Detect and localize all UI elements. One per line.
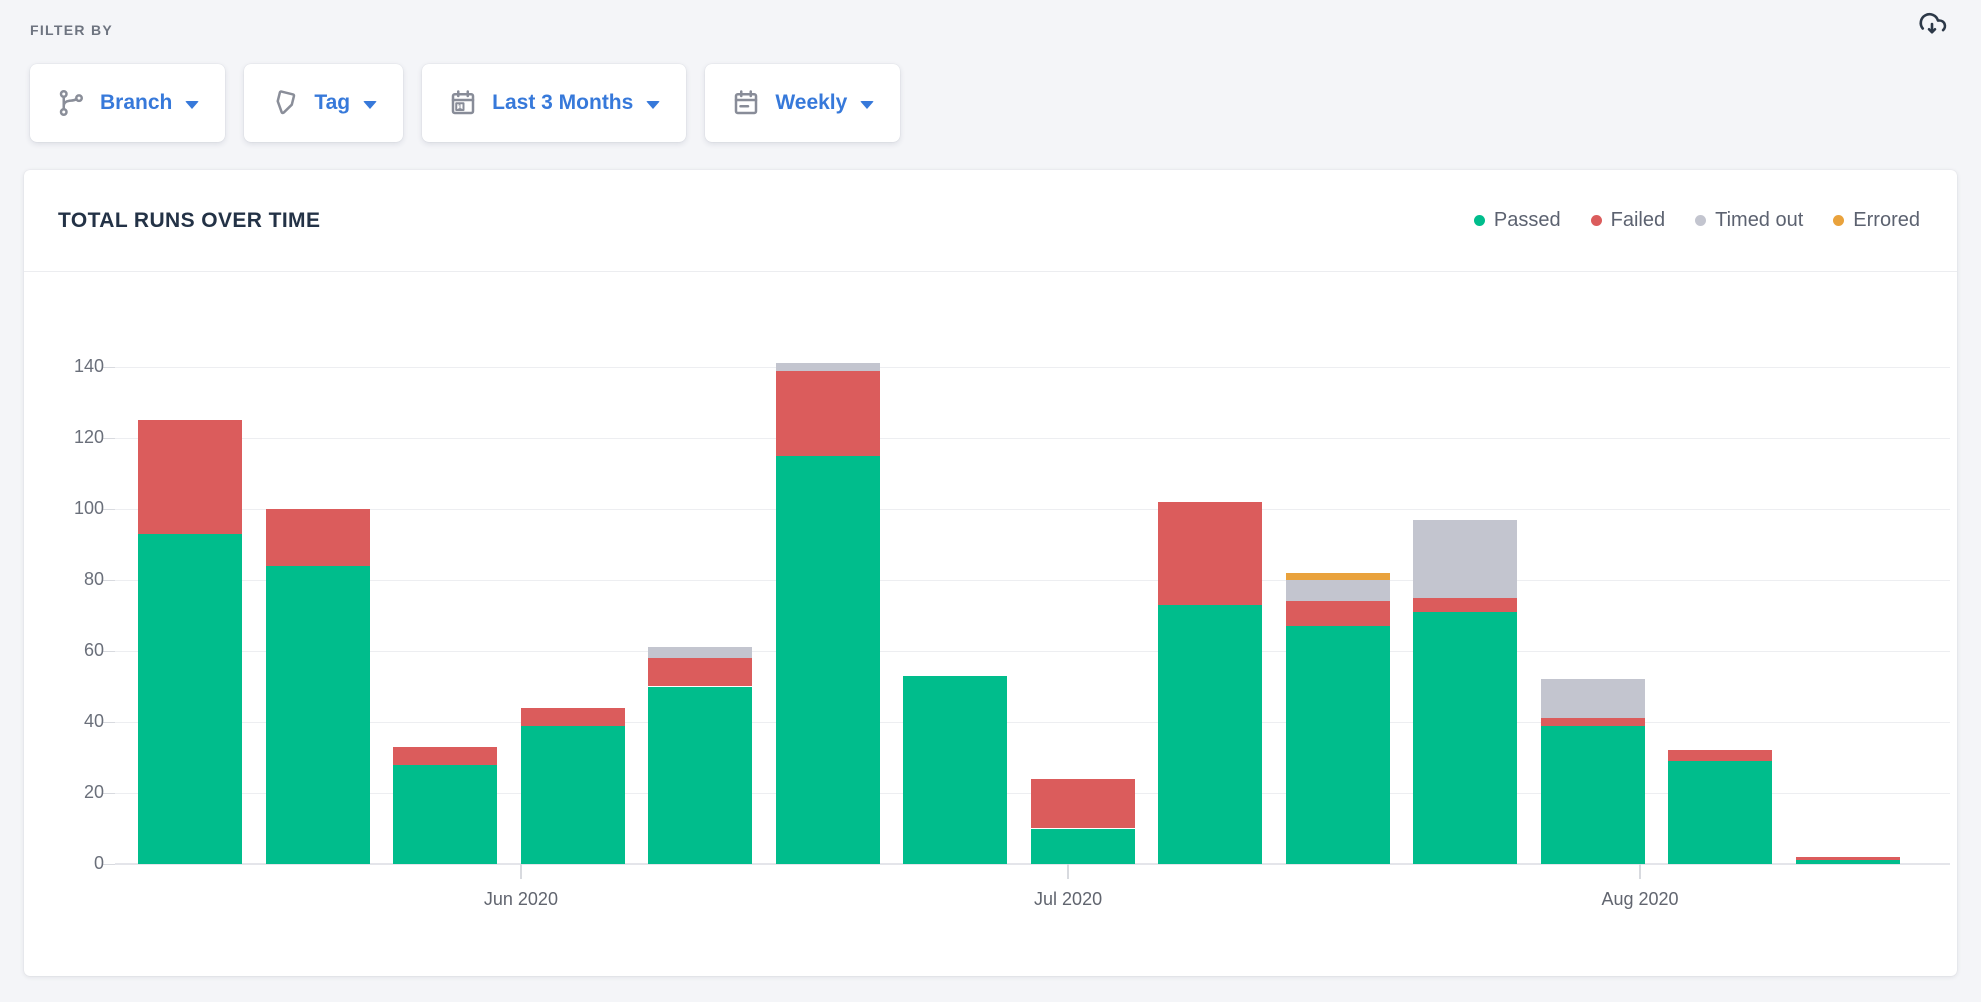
calendar-week-icon [731,88,761,118]
legend-dot [1833,215,1845,226]
card-title: TOTAL RUNS OVER TIME [58,208,321,232]
bar-14-failed[interactable] [1795,856,1900,861]
bar-11-failed[interactable] [1413,597,1517,612]
card-header: TOTAL RUNS OVER TIME Passed Failed Timed o… [24,170,1957,272]
chevron-down-icon [646,100,661,109]
legend-item-failed[interactable]: Failed [1590,209,1666,232]
bar-6-timed-out[interactable] [775,363,880,371]
interval-filter-label: Weekly [775,91,848,114]
bar-4-failed[interactable] [520,707,625,726]
tag-filter-label: Tag [314,91,351,114]
bar-2-failed[interactable] [265,509,370,566]
calendar-date-icon: 1 [448,88,478,118]
bar-1-failed[interactable] [138,420,242,534]
bar-10-errored[interactable] [1285,572,1390,580]
chevron-down-icon [185,100,200,109]
bar-9-failed[interactable] [1158,501,1262,605]
legend-dot [1590,215,1602,226]
bar-8-failed[interactable] [1030,778,1135,829]
bar-8-passed[interactable] [1030,828,1135,864]
legend-item-timed-out[interactable]: Timed out [1695,209,1803,232]
bar-11-passed[interactable] [1413,611,1517,864]
bar-6-passed[interactable] [775,455,880,864]
bar-1-passed[interactable] [138,533,242,864]
bar-12-timed-out[interactable] [1540,679,1645,719]
bar-2-passed[interactable] [265,565,370,864]
bar-5-passed[interactable] [648,686,752,864]
bar-10-passed[interactable] [1285,626,1390,864]
date-range-filter-label: Last 3 Months [492,91,634,114]
chart-legend: Passed Failed Timed out Errored [1473,209,1920,232]
bar-12-passed[interactable] [1540,725,1645,864]
bar-4-passed[interactable] [520,725,625,864]
tag-icon [270,88,300,118]
legend-item-passed[interactable]: Passed [1473,209,1561,232]
bar-11-timed-out[interactable] [1413,519,1517,598]
legend-dot [1695,215,1707,226]
legend-item-errored[interactable]: Errored [1833,209,1920,232]
bar-12-failed[interactable] [1540,718,1645,726]
bar-3-failed[interactable] [393,746,497,765]
date-range-filter-button[interactable]: 1 Last 3 Months [422,64,687,142]
legend-label: Failed [1610,209,1666,231]
bar-7-passed[interactable] [903,675,1007,864]
bar-5-failed[interactable] [648,658,752,687]
legend-label: Passed [1493,209,1561,231]
git-branch-icon [56,88,86,118]
chevron-down-icon [860,100,875,109]
svg-text:1: 1 [458,104,462,111]
filter-bar: Branch Tag 1 Last 3 Months [30,64,901,142]
chevron-down-icon [363,100,378,109]
bar-10-timed-out[interactable] [1285,580,1390,602]
branch-filter-label: Branch [100,91,173,114]
filter-by-label: FILTER BY [30,22,113,38]
bar-13-passed[interactable] [1668,761,1772,864]
bar-14-passed[interactable] [1795,860,1900,864]
bar-3-passed[interactable] [393,764,497,864]
bar-9-passed[interactable] [1158,604,1262,864]
legend-label: Timed out [1715,209,1804,231]
tag-filter-button[interactable]: Tag [244,64,404,142]
interval-filter-button[interactable]: Weekly [705,64,901,142]
legend-dot [1473,215,1485,226]
bar-6-failed[interactable] [775,370,880,456]
bar-10-failed[interactable] [1285,601,1390,627]
legend-label: Errored [1853,209,1920,231]
branch-filter-button[interactable]: Branch [30,64,226,142]
bar-5-timed-out[interactable] [648,647,752,659]
bar-13-failed[interactable] [1668,750,1772,762]
cloud-download-icon[interactable] [1915,8,1949,42]
